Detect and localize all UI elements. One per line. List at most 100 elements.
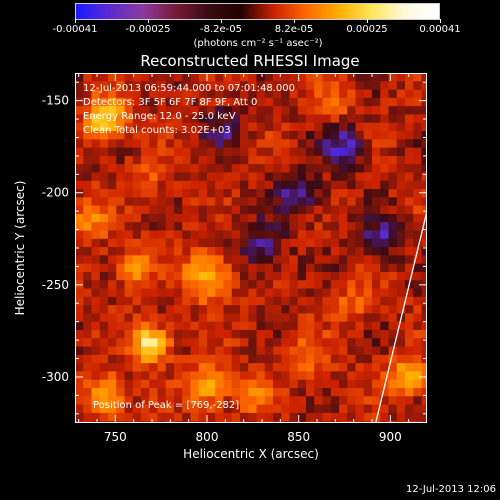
heatmap-cell [281, 305, 291, 314]
heatmap-cell [240, 354, 249, 364]
heatmap-cell [256, 412, 266, 422]
heatmap-cell [91, 114, 101, 124]
heatmap-cell [289, 255, 299, 265]
heatmap-cell [363, 114, 373, 124]
heatmap-cell [405, 329, 414, 339]
heatmap-cell [182, 97, 192, 107]
heatmap-cell [165, 164, 175, 174]
heatmap-cell [264, 247, 274, 256]
heatmap-cell [124, 321, 134, 331]
heatmap-cell [75, 230, 84, 240]
heatmap-cell [297, 238, 307, 248]
heatmap-cell [355, 346, 365, 356]
heatmap-cell [165, 106, 175, 116]
heatmap-cell [141, 222, 150, 232]
heatmap-cell [363, 288, 373, 298]
heatmap-cell [157, 139, 167, 149]
heatmap-cell [322, 247, 332, 256]
heatmap-cell [273, 354, 282, 364]
heatmap-cell [83, 247, 93, 256]
heatmap-cell [413, 313, 423, 323]
heatmap-cell [297, 172, 307, 182]
heatmap-cell [124, 230, 134, 240]
heatmap-cell [75, 247, 84, 256]
heatmap-cell [240, 205, 249, 215]
heatmap-cell [124, 81, 134, 91]
heatmap-cell [248, 131, 258, 140]
heatmap-cell [339, 305, 348, 314]
heatmap-cell [132, 205, 142, 215]
heatmap-cell [322, 131, 332, 140]
heatmap-cell [149, 238, 159, 248]
heatmap-cell [108, 371, 117, 381]
heatmap-cell [396, 238, 406, 248]
heatmap-cell [306, 89, 315, 99]
heatmap-cell [190, 164, 200, 174]
heatmap-cell [83, 81, 93, 91]
heatmap-cell [421, 412, 427, 422]
heatmap-cell [198, 313, 208, 323]
heatmap-cell [165, 205, 175, 215]
heatmap-cell [314, 205, 324, 215]
heatmap-cell [99, 388, 109, 397]
heatmap-cell [388, 114, 398, 124]
heatmap-cell [289, 412, 299, 422]
heatmap-cell [190, 371, 200, 381]
heatmap-cell [75, 388, 84, 397]
heatmap-cell [124, 329, 134, 339]
heatmap-cell [273, 222, 282, 232]
heatmap-cell [124, 313, 134, 323]
heatmap-cell [264, 147, 274, 157]
heatmap-cell [207, 89, 216, 99]
heatmap-cell [149, 164, 159, 174]
heatmap-cell [306, 313, 315, 323]
heatmap-cell [330, 114, 340, 124]
heatmap-cell [108, 363, 117, 373]
heatmap-cell [207, 122, 216, 132]
heatmap-cell [347, 155, 357, 165]
heatmap-cell [141, 313, 150, 323]
heatmap-cell [91, 255, 101, 265]
heatmap-cell [330, 189, 340, 198]
heatmap-cell [363, 404, 373, 414]
heatmap-cell [347, 338, 357, 348]
heatmap-cell [380, 313, 390, 323]
heatmap-cell [421, 197, 427, 207]
heatmap-cell [380, 346, 390, 356]
heatmap-cell [363, 280, 373, 290]
heatmap-cell [132, 89, 142, 99]
heatmap-cell [215, 97, 225, 107]
heatmap-cell [306, 412, 315, 422]
heatmap-cell [380, 189, 390, 198]
heatmap-cell [248, 114, 258, 124]
heatmap-cell [380, 155, 390, 165]
heatmap-cell [355, 189, 365, 198]
heatmap-cell [165, 255, 175, 265]
heatmap-cell [256, 247, 266, 256]
heatmap-cell [116, 329, 126, 339]
heatmap-cell [380, 296, 390, 306]
heatmap-cell [306, 338, 315, 348]
colorbar-tick [147, 19, 149, 23]
heatmap-cell [108, 73, 117, 82]
heatmap-cell [165, 354, 175, 364]
heatmap-cell [314, 288, 324, 298]
heatmap-cell [108, 296, 117, 306]
heatmap-cell [396, 164, 406, 174]
heatmap-cell [231, 346, 241, 356]
heatmap-cell [314, 363, 324, 373]
heatmap-cell [314, 238, 324, 248]
heatmap-cell [157, 296, 167, 306]
heatmap-cell [157, 313, 167, 323]
heatmap-cell [256, 131, 266, 140]
heatmap-cell [297, 321, 307, 331]
heatmap-cell [198, 139, 208, 149]
heatmap-cell [339, 379, 348, 389]
heatmap-cell [306, 255, 315, 265]
heatmap-cell [248, 363, 258, 373]
heatmap-cell [157, 338, 167, 348]
heatmap-cell [207, 288, 216, 298]
heatmap-cell [198, 73, 208, 82]
heatmap-cell [256, 97, 266, 107]
heatmap-cell [215, 404, 225, 414]
